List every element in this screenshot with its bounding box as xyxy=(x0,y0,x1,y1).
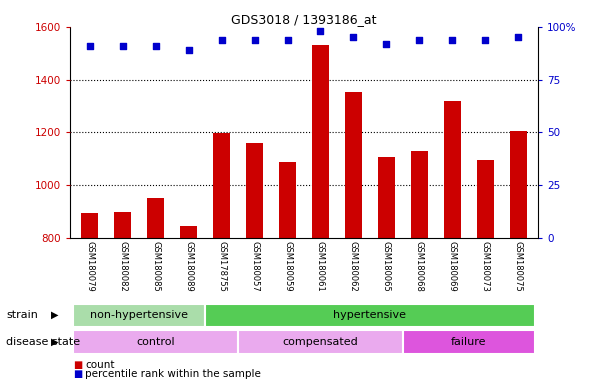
Text: strain: strain xyxy=(6,310,38,320)
Bar xyxy=(477,160,494,238)
Point xyxy=(447,36,457,43)
Text: GSM178755: GSM178755 xyxy=(217,241,226,291)
Bar xyxy=(411,151,427,238)
Bar xyxy=(510,131,527,238)
Bar xyxy=(313,45,329,238)
Point xyxy=(513,34,523,40)
Text: ▶: ▶ xyxy=(51,310,58,320)
Text: percentile rank within the sample: percentile rank within the sample xyxy=(85,369,261,379)
Text: disease state: disease state xyxy=(6,337,80,347)
Text: GSM180061: GSM180061 xyxy=(316,241,325,291)
Point xyxy=(415,36,424,43)
Point xyxy=(316,28,325,34)
Point xyxy=(250,36,260,43)
Bar xyxy=(81,213,98,238)
Text: GSM180085: GSM180085 xyxy=(151,241,160,291)
Bar xyxy=(181,226,197,238)
Text: GSM180082: GSM180082 xyxy=(118,241,127,291)
Text: ■: ■ xyxy=(73,360,82,370)
Bar xyxy=(73,303,205,327)
Text: count: count xyxy=(85,360,115,370)
Bar xyxy=(403,330,535,354)
Text: ▶: ▶ xyxy=(51,337,58,347)
Point xyxy=(85,43,95,49)
Bar xyxy=(213,133,230,238)
Text: GSM180073: GSM180073 xyxy=(481,241,490,291)
Text: GSM180079: GSM180079 xyxy=(85,241,94,291)
Text: hypertensive: hypertensive xyxy=(333,310,406,320)
Point xyxy=(480,36,490,43)
Bar xyxy=(73,330,238,354)
Bar xyxy=(205,303,535,327)
Title: GDS3018 / 1393186_at: GDS3018 / 1393186_at xyxy=(231,13,377,26)
Bar xyxy=(147,199,164,238)
Text: GSM180068: GSM180068 xyxy=(415,241,424,291)
Point xyxy=(184,47,193,53)
Point xyxy=(283,36,292,43)
Bar xyxy=(279,162,295,238)
Text: GSM180089: GSM180089 xyxy=(184,241,193,291)
Bar xyxy=(378,157,395,238)
Text: GSM180065: GSM180065 xyxy=(382,241,391,291)
Point xyxy=(216,36,226,43)
Text: non-hypertensive: non-hypertensive xyxy=(90,310,188,320)
Bar xyxy=(444,101,461,238)
Text: compensated: compensated xyxy=(283,337,358,347)
Text: GSM180062: GSM180062 xyxy=(349,241,358,291)
Point xyxy=(382,41,392,47)
Text: GSM180057: GSM180057 xyxy=(250,241,259,291)
Text: GSM180059: GSM180059 xyxy=(283,241,292,291)
Text: GSM180075: GSM180075 xyxy=(514,241,523,291)
Bar xyxy=(345,91,362,238)
Point xyxy=(348,34,358,40)
Text: GSM180069: GSM180069 xyxy=(448,241,457,291)
Text: control: control xyxy=(136,337,175,347)
Text: failure: failure xyxy=(451,337,486,347)
Point xyxy=(151,43,161,49)
Bar xyxy=(238,330,403,354)
Text: ■: ■ xyxy=(73,369,82,379)
Bar xyxy=(114,212,131,238)
Bar xyxy=(246,142,263,238)
Point xyxy=(118,43,128,49)
